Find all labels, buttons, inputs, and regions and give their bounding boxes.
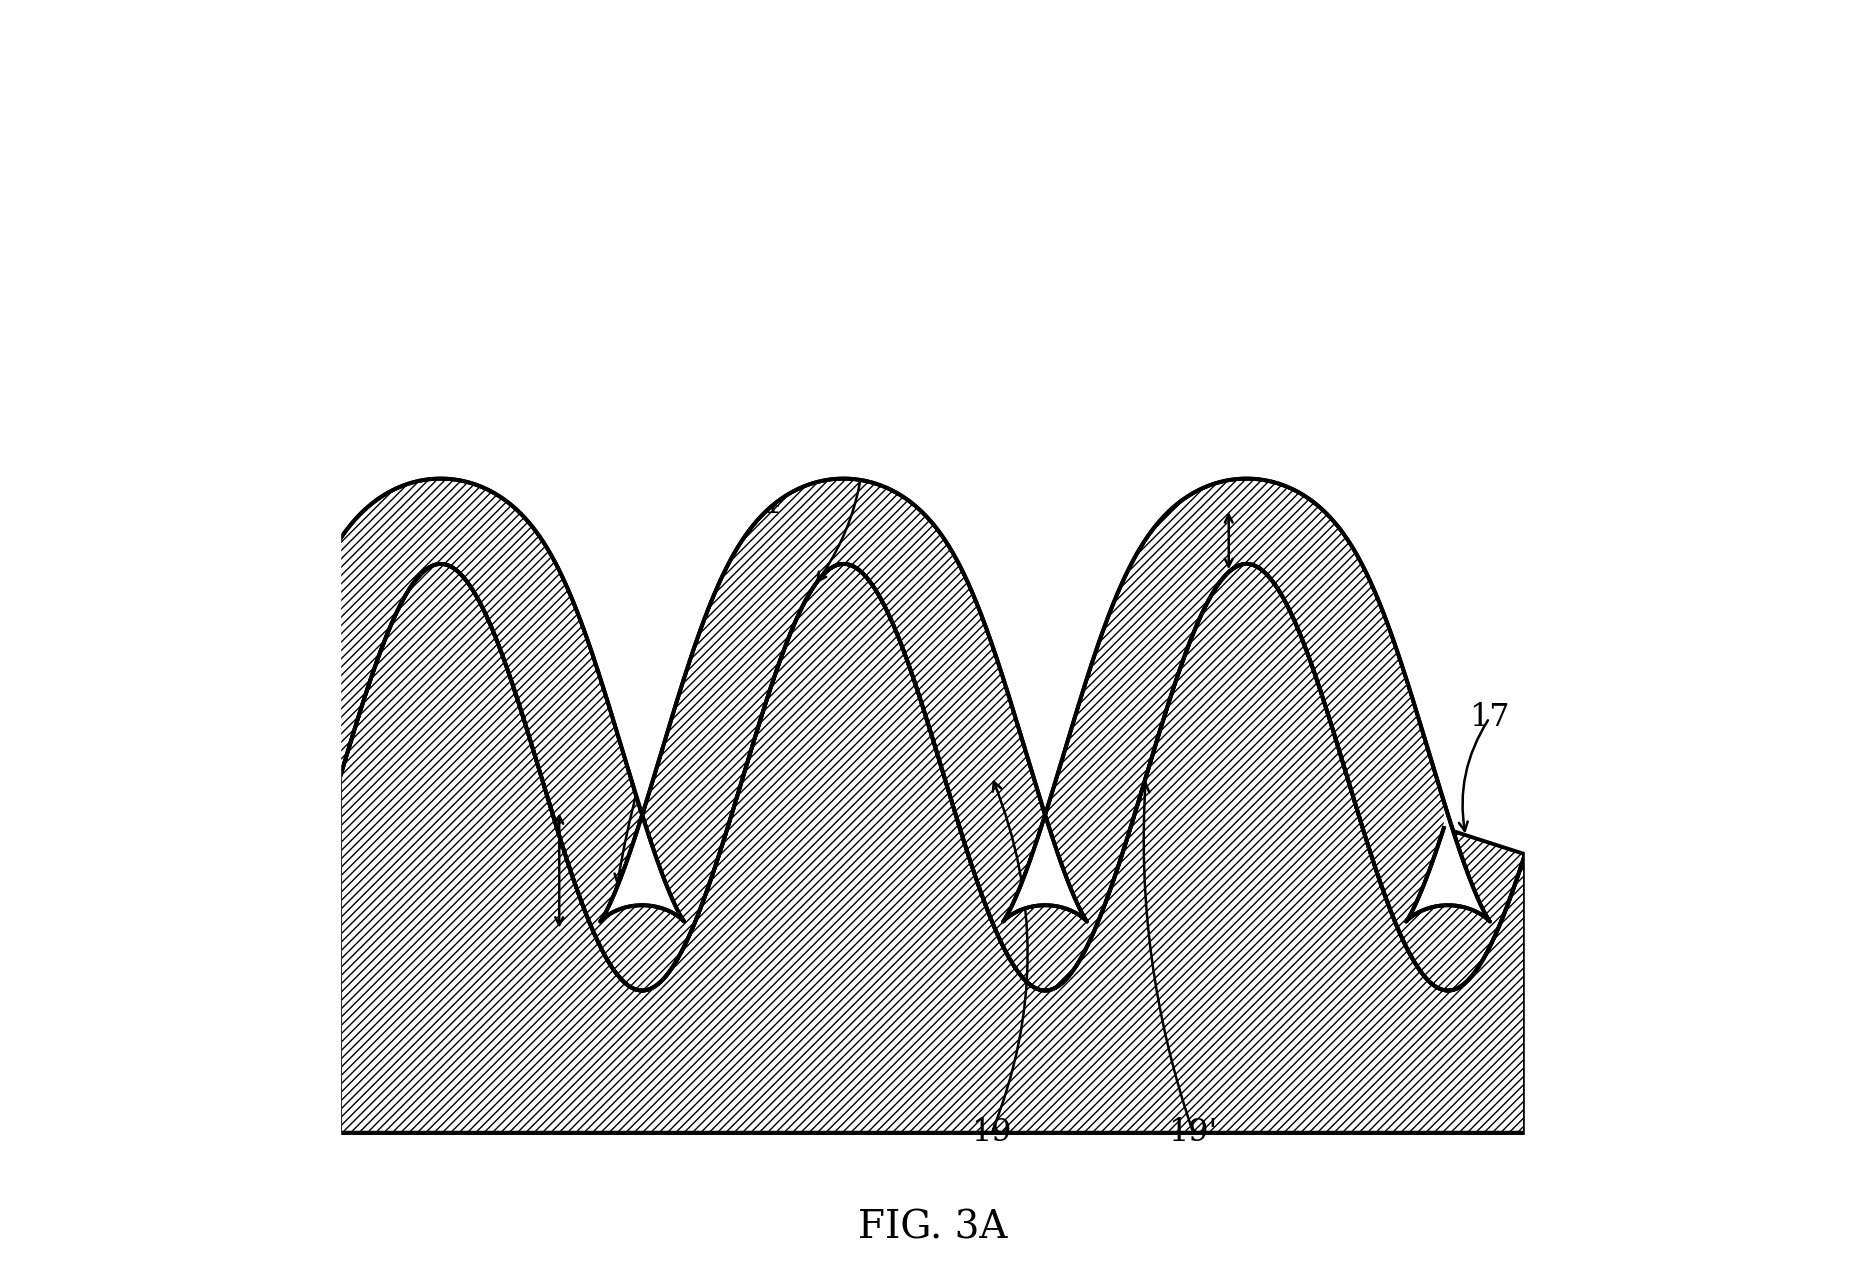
Text: 16: 16 [1344, 465, 1385, 497]
Text: 13: 13 [1290, 311, 1331, 343]
Polygon shape [257, 479, 1525, 991]
Text: 15: 15 [384, 431, 425, 461]
Polygon shape [257, 66, 1489, 922]
Bar [281, 0, 339, 1251]
Text: 12: 12 [1074, 151, 1117, 183]
Text: FIG. 3A: FIG. 3A [857, 1209, 1007, 1246]
Text: 14: 14 [740, 489, 781, 521]
Polygon shape [339, 564, 1525, 1133]
Bar [1525, 0, 1583, 1251]
Text: 17: 17 [1469, 702, 1510, 734]
Text: 19: 19 [971, 1118, 1012, 1148]
Text: 19': 19' [1169, 1118, 1217, 1148]
Text: 18: 18 [841, 382, 882, 414]
